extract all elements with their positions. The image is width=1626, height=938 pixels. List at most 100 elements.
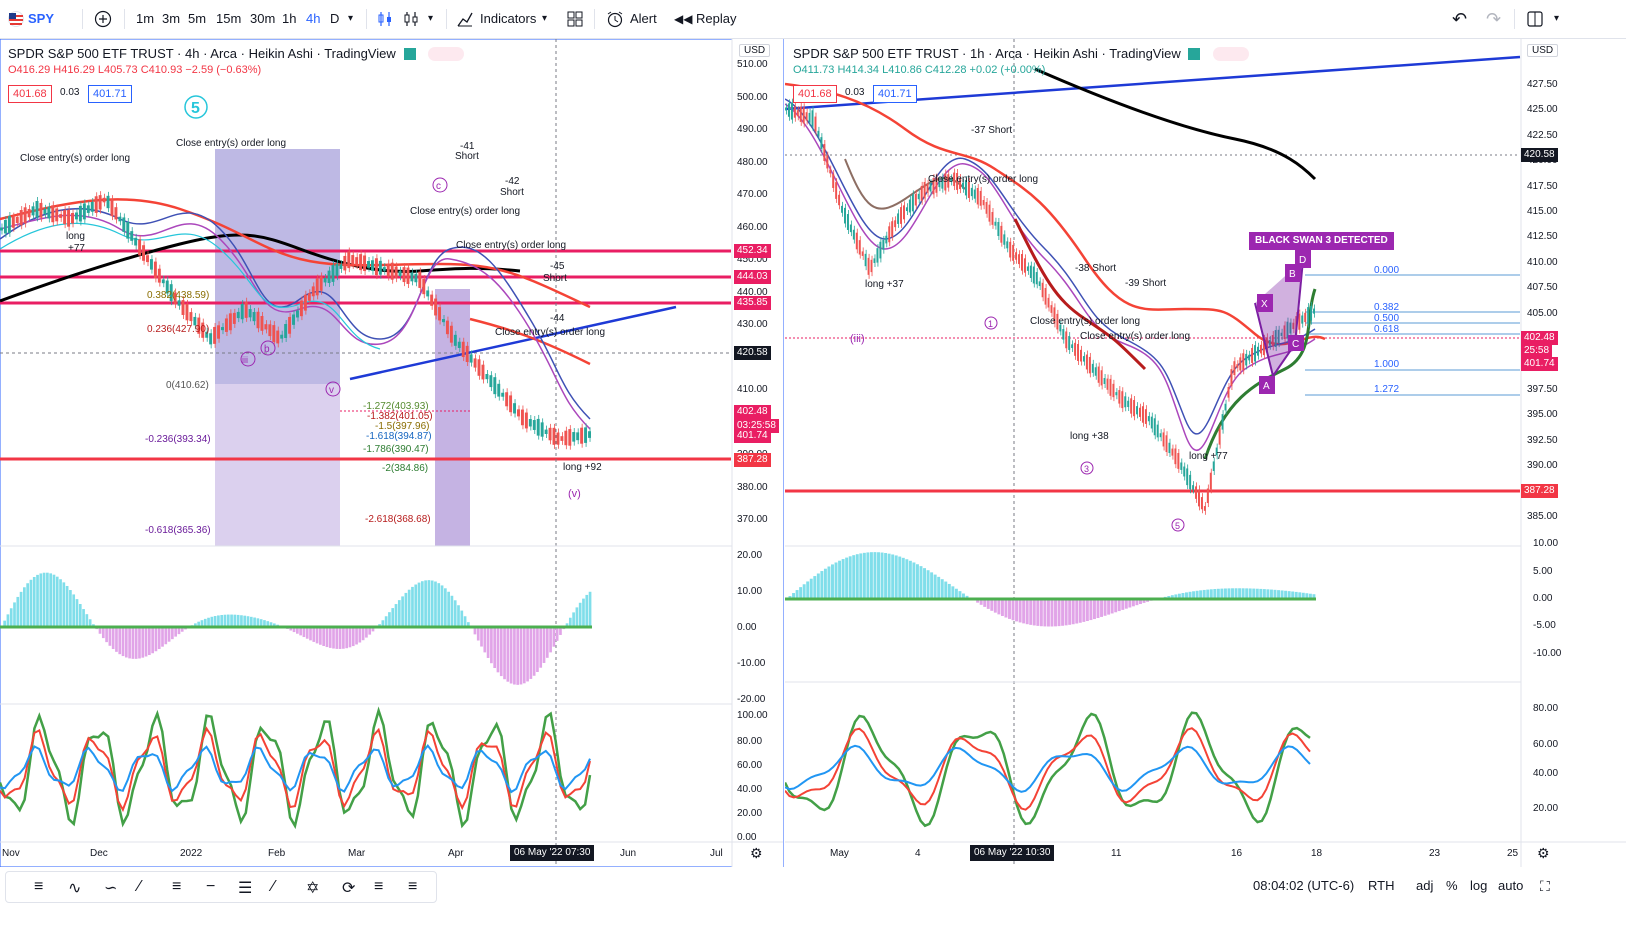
macd-bar — [493, 627, 497, 669]
macd-bar — [299, 627, 302, 636]
macd-bar — [213, 616, 217, 627]
session-rth[interactable]: RTH — [1368, 878, 1395, 893]
macd-bar — [816, 573, 820, 599]
time-tick: 23 — [1429, 848, 1441, 859]
annotation-wave-v: (v) — [568, 488, 581, 500]
left-settings-gear-icon[interactable]: ⚙ — [750, 845, 763, 861]
menu-lines-icon[interactable]: ≡ — [34, 878, 44, 895]
indicators-icon[interactable] — [456, 10, 474, 28]
candle-body — [1245, 353, 1248, 366]
candle-body — [1280, 332, 1283, 336]
candle-body — [110, 199, 114, 217]
svg-text:D: D — [1299, 255, 1306, 266]
replay-button[interactable]: Replay — [696, 11, 737, 26]
macd-bar — [947, 583, 951, 599]
candle-type-icon[interactable] — [402, 10, 420, 28]
candle-body — [1262, 338, 1265, 356]
candle-body — [976, 187, 979, 205]
pattern-abc-icon[interactable]: ∿ — [68, 880, 82, 897]
candle-body — [982, 199, 985, 206]
redo-icon[interactable]: ↷ — [1486, 9, 1502, 29]
fib-spiral-icon[interactable]: ⟳ — [342, 880, 356, 897]
indicators-dropdown-icon[interactable]: ▾ — [542, 13, 548, 24]
horizontal-ray-icon[interactable]: − — [206, 878, 216, 895]
market-status-icon[interactable] — [428, 47, 464, 61]
line-tool-icon[interactable]: ∕ — [272, 878, 275, 895]
macd-bar — [236, 614, 240, 627]
interval-5m[interactable]: 5m — [188, 11, 207, 26]
time-tick: Dec — [90, 848, 108, 859]
macd-bar — [52, 574, 56, 627]
indicators-button[interactable]: Indicators — [480, 11, 537, 26]
macd-bar — [813, 576, 817, 599]
candle-body — [78, 205, 82, 222]
xabcd-pattern-icon[interactable]: ✡ — [306, 880, 320, 897]
interval-1m[interactable]: 1m — [136, 11, 155, 26]
candle-body — [1065, 331, 1068, 349]
candle-body — [11, 216, 15, 228]
percent-toggle[interactable]: % — [1446, 878, 1458, 893]
right-currency-button[interactable]: USD — [1527, 44, 1559, 57]
fib-ext-1: -1.272(403.93) — [363, 401, 429, 412]
fib-ext-7: -2.618(368.68) — [365, 514, 431, 525]
layout-dropdown-icon[interactable]: ▾ — [1554, 13, 1560, 24]
time-tick: Apr — [448, 848, 464, 859]
macd-bar — [1085, 599, 1089, 622]
candle-body — [528, 419, 532, 427]
macd-bar — [437, 583, 441, 627]
left-chart-title[interactable]: SPDR S&P 500 ETF TRUST · 4h · Arca · Hei… — [8, 46, 396, 61]
candle-body — [1198, 489, 1200, 507]
candle-body — [953, 172, 956, 187]
macd-bar — [831, 564, 834, 599]
fib-retracement-icon[interactable]: ☰ — [238, 880, 253, 897]
candle-body — [426, 290, 430, 297]
interval-15m[interactable]: 15m — [216, 11, 242, 26]
right-chart-canvas[interactable]: X A B C D 0.000 0.382 0.500 0.618 1.000 … — [785, 39, 1626, 867]
templates-grid-icon[interactable] — [566, 10, 584, 28]
right-bid-box[interactable]: 401.68 — [793, 85, 837, 103]
elliott-wave-icon[interactable]: ∽ — [104, 880, 118, 897]
trendline-icon[interactable]: ∕ — [138, 878, 141, 895]
undo-icon[interactable]: ↶ — [1452, 9, 1468, 29]
candle-body — [1277, 329, 1280, 344]
alert-button[interactable]: Alert — [630, 11, 657, 26]
left-chart-canvas[interactable]: 0.382(438.59) 0.236(427.90) 0(410.62) -0… — [0, 39, 784, 867]
left-chart-pane[interactable]: 0.382(438.59) 0.236(427.90) 0(410.62) -0… — [0, 39, 784, 867]
replay-icon[interactable]: ◀◀ — [674, 12, 693, 26]
interval-3m[interactable]: 3m — [162, 11, 181, 26]
interval-d[interactable]: D — [330, 11, 340, 26]
interval-30m[interactable]: 30m — [250, 11, 276, 26]
candle-body — [1029, 265, 1032, 279]
compare-add-icon[interactable] — [94, 10, 112, 28]
fullscreen-icon[interactable]: ⛶ — [1540, 878, 1550, 894]
interval-dropdown-icon[interactable]: ▾ — [348, 13, 354, 24]
right-chart-pane[interactable]: X A B C D 0.000 0.382 0.500 0.618 1.000 … — [785, 39, 1626, 867]
settings-list-icon[interactable]: ≡ — [408, 878, 418, 895]
clock-time[interactable]: 08:04:02 (UTC-6) — [1253, 878, 1355, 893]
symbol-search-button[interactable]: SPY — [28, 11, 55, 26]
candle-body — [39, 202, 43, 218]
interval-1h[interactable]: 1h — [282, 11, 297, 26]
interval-4h[interactable]: 4h — [306, 11, 321, 26]
layout-icon[interactable] — [1526, 10, 1544, 28]
black-swan-badge: BLACK SWAN 3 DETECTED — [1249, 232, 1394, 250]
candle-body — [181, 300, 185, 315]
right-ask-box[interactable]: 401.71 — [873, 85, 917, 103]
left-currency-button[interactable]: USD — [739, 44, 771, 57]
right-market-status-icon[interactable] — [1213, 47, 1249, 61]
price-tick: 395.00 — [1527, 409, 1558, 421]
macd-bar — [873, 552, 877, 599]
measure-icon[interactable]: ≡ — [374, 878, 384, 895]
right-settings-gear-icon[interactable]: ⚙ — [1537, 845, 1550, 861]
right-chart-title[interactable]: SPDR S&P 500 ETF TRUST · 1h · Arca · Hei… — [793, 46, 1181, 61]
chart-type-dropdown-icon[interactable]: ▾ — [428, 13, 434, 24]
bar-style-icon[interactable] — [376, 10, 394, 28]
left-bid-box[interactable]: 401.68 — [8, 85, 52, 103]
parallel-channel-icon[interactable]: ≡ — [172, 878, 182, 895]
alert-clock-icon[interactable] — [606, 10, 624, 28]
log-toggle[interactable]: log — [1470, 878, 1488, 893]
auto-toggle[interactable]: auto — [1498, 878, 1524, 893]
left-ask-box[interactable]: 401.71 — [88, 85, 132, 103]
us-flag-icon — [8, 11, 24, 27]
adjust-toggle[interactable]: adj — [1416, 878, 1434, 893]
